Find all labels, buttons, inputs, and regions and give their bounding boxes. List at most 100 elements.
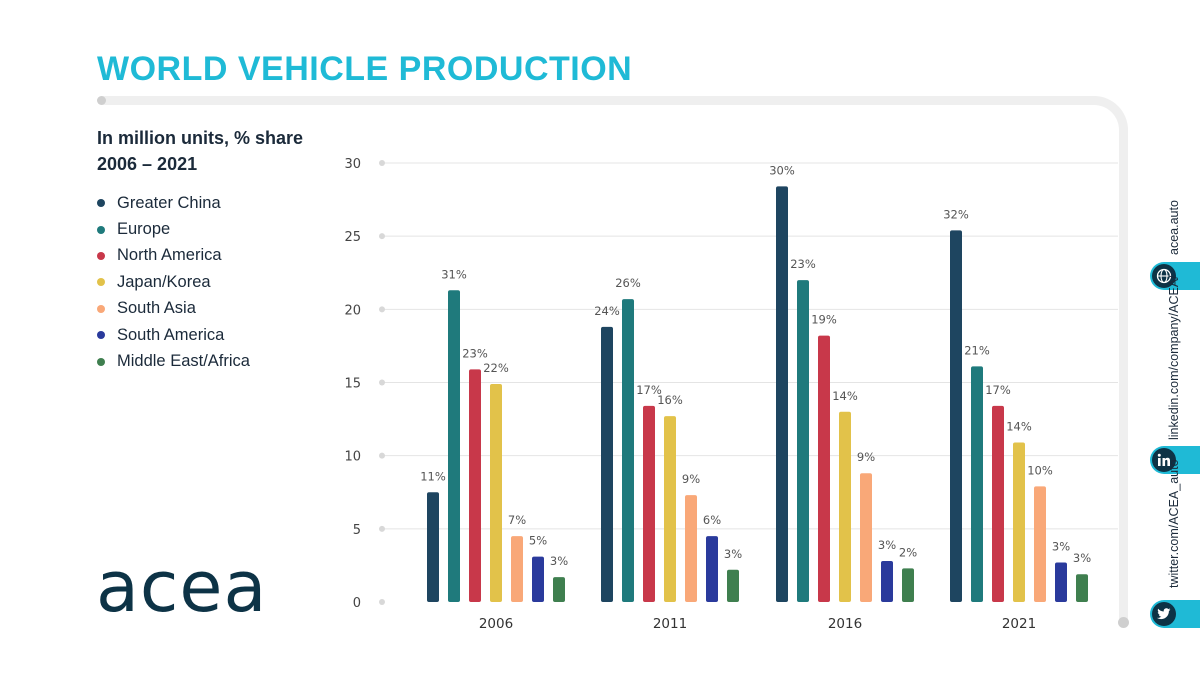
bar <box>1013 442 1025 602</box>
bar <box>532 556 544 602</box>
bar <box>818 335 830 602</box>
data-label: 14% <box>1006 419 1032 433</box>
gridline-dot <box>379 599 385 605</box>
website-link[interactable]: acea.auto <box>1167 200 1181 255</box>
bar <box>727 569 739 602</box>
frame-start-dot <box>97 96 106 105</box>
data-label: 19% <box>811 313 837 327</box>
legend-swatch <box>97 357 105 366</box>
data-label: 3% <box>1052 539 1070 553</box>
legend-swatch <box>97 199 105 208</box>
data-label: 22% <box>483 361 509 375</box>
decorative-frame-corner <box>1080 96 1128 136</box>
gridline-dot <box>379 452 385 459</box>
y-tick-label: 5 <box>353 523 361 538</box>
bar <box>706 536 718 602</box>
bar <box>902 568 914 602</box>
gridline-dot <box>379 233 385 240</box>
bar <box>881 561 893 602</box>
x-tick-label: 2016 <box>828 616 862 632</box>
data-label: 23% <box>790 257 816 271</box>
bar <box>664 416 676 602</box>
linkedin-icon[interactable] <box>1152 448 1176 472</box>
legend-swatch <box>97 278 105 287</box>
y-tick-label: 10 <box>344 450 361 465</box>
legend-item: Japan/Korea <box>97 269 250 295</box>
x-tick-label: 2021 <box>1002 616 1036 632</box>
bar <box>469 369 481 602</box>
data-label: 17% <box>636 383 662 397</box>
y-tick-label: 20 <box>344 303 361 318</box>
data-label: 3% <box>878 538 896 552</box>
x-tick-label: 2011 <box>653 616 687 632</box>
legend-label: South America <box>117 325 225 344</box>
twitter-link[interactable]: twitter.com/ACEA_auto <box>1167 459 1181 588</box>
gridline-dot <box>379 306 385 313</box>
data-label: 3% <box>550 554 568 568</box>
gridline-dot <box>379 525 385 532</box>
bar <box>685 495 697 602</box>
data-label: 31% <box>441 267 467 281</box>
bar <box>1055 562 1067 602</box>
bar <box>1034 486 1046 602</box>
bar <box>490 383 502 602</box>
legend-label: North America <box>117 246 222 265</box>
data-label: 10% <box>1027 463 1053 477</box>
legend-swatch <box>97 225 105 234</box>
legend-label: Greater China <box>117 193 221 212</box>
bar <box>448 290 460 602</box>
chart-subtitle: In million units, % share 2006 – 2021 <box>97 125 303 177</box>
twitter-icon[interactable] <box>1152 602 1176 626</box>
legend-item: Middle East/Africa <box>97 348 250 374</box>
bar <box>971 366 983 602</box>
data-label: 16% <box>657 393 683 407</box>
legend-item: North America <box>97 243 250 269</box>
legend-item: South America <box>97 322 250 348</box>
gridline-dot <box>379 379 385 386</box>
legend-item: Europe <box>97 216 250 242</box>
legend-swatch <box>97 331 105 340</box>
legend-swatch <box>97 251 105 260</box>
frame-end-dot <box>1118 617 1129 628</box>
data-label: 32% <box>943 207 969 221</box>
legend-label: South Asia <box>117 299 196 318</box>
bar <box>1076 574 1088 602</box>
page-title: WORLD VEHICLE PRODUCTION <box>97 50 633 88</box>
data-label: 7% <box>508 513 526 527</box>
bar <box>553 577 565 602</box>
data-label: 3% <box>1073 551 1091 565</box>
decorative-frame-right <box>1119 130 1128 620</box>
globe-icon[interactable] <box>1152 264 1176 288</box>
subtitle-period: 2006 – 2021 <box>97 154 198 174</box>
data-label: 6% <box>703 513 721 527</box>
data-label: 17% <box>985 383 1011 397</box>
legend-item: Greater China <box>97 190 250 216</box>
subtitle-units: In million units, % share <box>97 128 304 148</box>
chart-legend: Greater China Europe North America Japan/Ko… <box>97 190 250 375</box>
bar <box>950 230 962 602</box>
decorative-frame-top <box>101 96 1101 105</box>
legend-label: Europe <box>117 220 171 239</box>
linkedin-link[interactable]: linkedin.com/company/ACEA/ <box>1167 275 1181 440</box>
data-label: 2% <box>899 545 917 559</box>
data-label: 9% <box>682 472 700 486</box>
data-label: 23% <box>462 346 488 360</box>
bar <box>643 405 655 602</box>
data-label: 3% <box>724 547 742 561</box>
data-label: 30% <box>769 163 795 177</box>
x-tick-label: 2006 <box>479 616 513 632</box>
acea-logo: acea <box>96 546 268 628</box>
bar <box>511 536 523 602</box>
data-label: 14% <box>832 389 858 403</box>
data-label: 26% <box>615 276 641 290</box>
data-label: 5% <box>529 534 547 548</box>
y-tick-label: 0 <box>353 596 361 611</box>
legend-label: Japan/Korea <box>117 272 211 291</box>
data-label: 24% <box>594 304 620 318</box>
bar <box>622 299 634 602</box>
bar <box>992 405 1004 602</box>
bar <box>601 326 613 602</box>
gridline-dot <box>379 160 385 166</box>
bar <box>839 411 851 602</box>
